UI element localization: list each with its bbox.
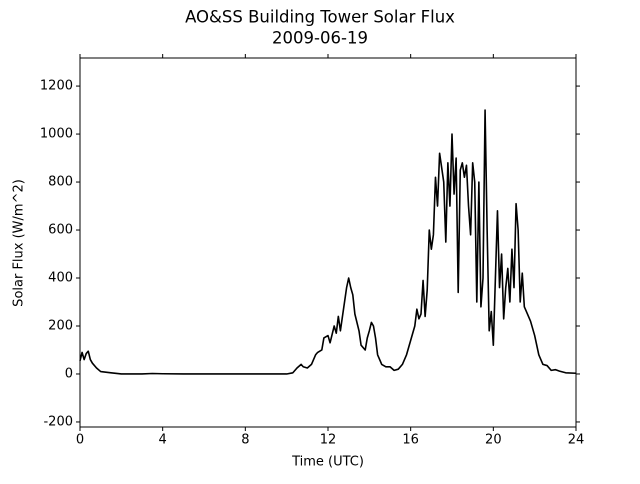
x-tick-label: 0 xyxy=(76,433,84,448)
x-tick-label: 12 xyxy=(320,433,337,448)
x-tick-label: 24 xyxy=(568,433,585,448)
chart-subtitle: 2009-06-19 xyxy=(272,29,368,48)
x-axis-label: Time (UTC) xyxy=(291,455,364,470)
chart-title: AO&SS Building Tower Solar Flux xyxy=(185,8,455,27)
y-tick-label: 0 xyxy=(65,366,73,381)
x-tick-label: 4 xyxy=(159,433,167,448)
y-tick-label: -200 xyxy=(43,414,73,429)
series-line xyxy=(79,109,577,375)
x-tick-label: 16 xyxy=(402,433,419,448)
y-axis-label: Solar Flux (W/m^2) xyxy=(12,179,27,307)
y-tick-label: 800 xyxy=(48,175,73,190)
x-tick-label: 8 xyxy=(241,433,249,448)
plot-frame xyxy=(79,57,577,428)
y-tick-label: 400 xyxy=(48,271,73,286)
x-tick-label: 20 xyxy=(485,433,502,448)
y-tick-label: 200 xyxy=(48,318,73,333)
y-tick-label: 1200 xyxy=(40,79,73,94)
y-tick-label: 1000 xyxy=(40,127,73,142)
y-tick-label: 600 xyxy=(48,223,73,238)
